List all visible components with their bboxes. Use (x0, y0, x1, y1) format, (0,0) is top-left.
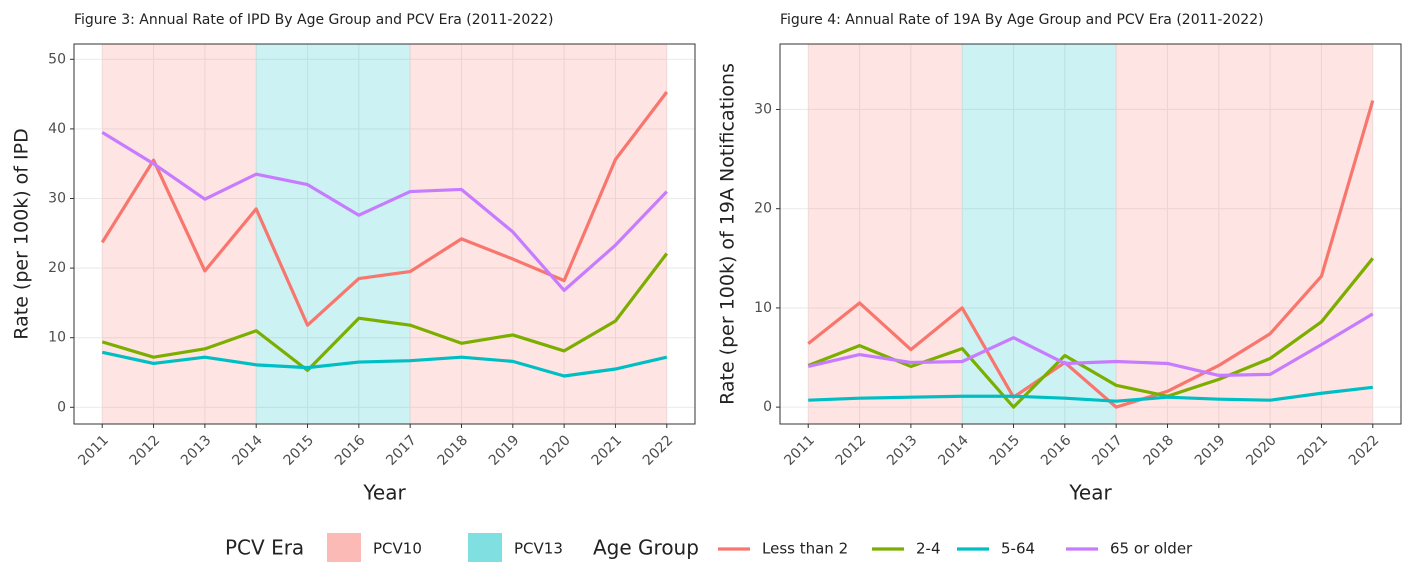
y-axis-label: Rate (per 100k) of IPD (11, 128, 33, 339)
series-line (101, 131, 668, 292)
series-line (101, 252, 669, 373)
chart-title: Figure 3: Annual Rate of IPD By Age Grou… (74, 12, 554, 28)
x-tick-label: 2015 (987, 432, 1024, 469)
x-tick-label: 2011 (75, 432, 112, 469)
era-band (808, 44, 963, 424)
y-axis-label: Rate (per 100k) of 19A Notifications (717, 63, 739, 405)
era-band (102, 44, 257, 424)
x-tick-label: 2019 (1192, 432, 1229, 469)
chart-title: Figure 4: Annual Rate of 19A By Age Grou… (780, 12, 1264, 28)
legend-label: PCV13 (514, 540, 563, 558)
y-tick-label: 10 (754, 300, 772, 316)
y-tick-label: 40 (48, 121, 66, 137)
legend-label: 65 or older (1110, 540, 1193, 558)
y-tick-label: 0 (57, 399, 66, 415)
x-tick-label: 2013 (884, 432, 921, 469)
y-tick-label: 30 (48, 191, 66, 207)
x-tick-label: 2013 (178, 432, 215, 469)
x-axis-label: Year (1068, 481, 1112, 505)
x-tick-label: 2017 (1089, 432, 1126, 469)
x-tick-label: 2011 (781, 432, 818, 469)
panel-border (73, 43, 696, 425)
legend-title: Age Group (593, 536, 699, 560)
x-tick-label: 2014 (935, 432, 972, 469)
x-tick-label: 2020 (1243, 432, 1280, 469)
x-tick-label: 2012 (127, 432, 164, 469)
x-tick-label: 2018 (1141, 432, 1178, 469)
x-tick-label: 2022 (1346, 432, 1383, 469)
legend-key (327, 533, 361, 562)
x-tick-label: 2018 (435, 432, 472, 469)
plot-panel (780, 44, 1401, 424)
x-tick-label: 2016 (332, 432, 369, 469)
series-line (808, 385, 1373, 403)
legend-title: PCV Era (225, 536, 304, 560)
x-tick-label: 2012 (833, 432, 870, 469)
y-tick-label: 10 (48, 330, 66, 346)
x-tick-label: 2019 (486, 432, 523, 469)
y-tick-label: 30 (754, 101, 772, 117)
legend-label: 2-4 (916, 540, 941, 558)
x-tick-label: 2014 (229, 432, 266, 469)
y-tick-label: 0 (763, 399, 772, 415)
x-tick-label: 2020 (537, 432, 574, 469)
legend-key (468, 533, 502, 562)
x-tick-label: 2017 (383, 432, 420, 469)
x-tick-label: 2021 (1295, 432, 1332, 469)
series-line (100, 91, 669, 327)
y-tick-label: 20 (48, 260, 66, 276)
panel-border (779, 43, 1402, 425)
legend-label: 5-64 (1001, 540, 1035, 558)
x-tick-label: 2022 (640, 432, 677, 469)
series-line (807, 257, 1375, 409)
series-line (101, 350, 668, 378)
legend-label: PCV10 (373, 540, 422, 558)
era-band (962, 44, 1117, 424)
series-line (807, 100, 1375, 409)
era-band (1116, 44, 1373, 424)
x-tick-label: 2015 (281, 432, 318, 469)
x-tick-label: 2021 (589, 432, 626, 469)
x-axis-label: Year (362, 481, 406, 505)
y-tick-label: 20 (754, 201, 772, 217)
legend-label: Less than 2 (762, 540, 848, 558)
x-tick-label: 2016 (1038, 432, 1075, 469)
series-line (807, 312, 1374, 377)
y-tick-label: 50 (48, 51, 66, 67)
